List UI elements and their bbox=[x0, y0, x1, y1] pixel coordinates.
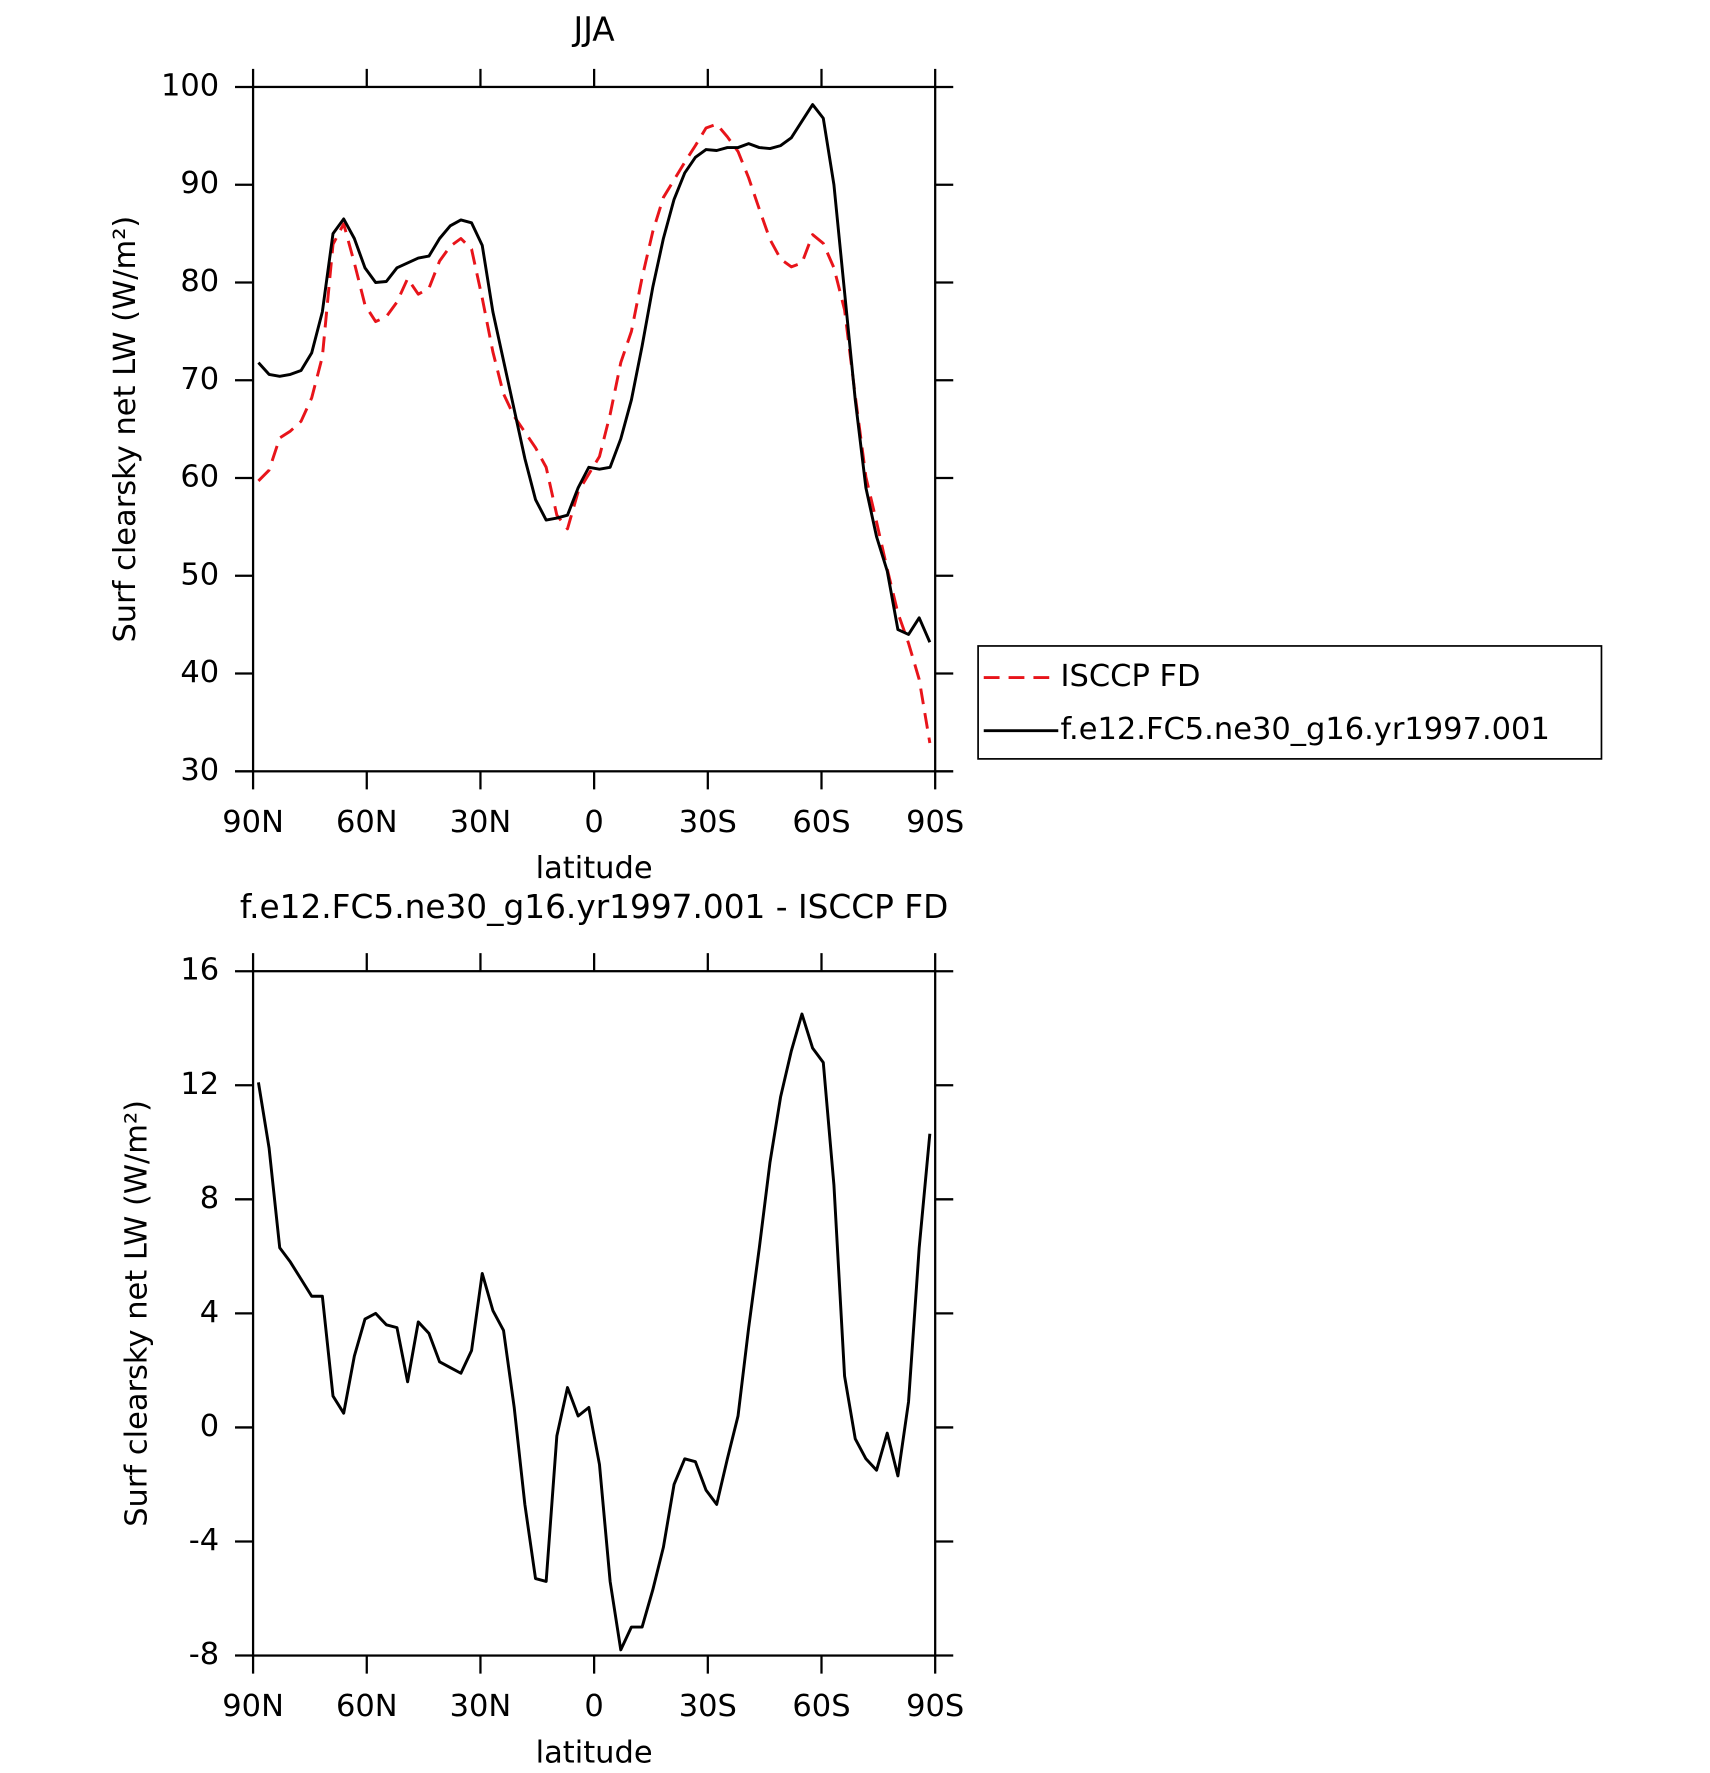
x-tick-label: 30N bbox=[450, 1689, 512, 1724]
legend: ISCCP FD f.e12.FC5.ne30_g16.yr1997.001 bbox=[977, 645, 1603, 760]
y-axis-label: Surf clearsky net LW (W/m²) bbox=[108, 216, 143, 643]
chart-title: JJA bbox=[572, 11, 616, 49]
x-tick-label: 30S bbox=[679, 1689, 737, 1724]
legend-label: ISCCP FD bbox=[1061, 659, 1201, 694]
y-tick-label: -4 bbox=[189, 1523, 219, 1558]
y-tick-label: 100 bbox=[161, 68, 219, 103]
y-tick-label: 40 bbox=[180, 655, 219, 690]
y-tick-label: 70 bbox=[180, 362, 219, 397]
legend-label: f.e12.FC5.ne30_g16.yr1997.001 bbox=[1061, 712, 1550, 747]
y-tick-label: 0 bbox=[200, 1409, 219, 1444]
y-tick-label: 30 bbox=[180, 753, 219, 788]
y-tick-label: 80 bbox=[180, 264, 219, 299]
plot-frame bbox=[251, 970, 937, 1657]
plot-frame bbox=[251, 85, 937, 773]
x-tick-label: 90S bbox=[906, 805, 964, 840]
x-tick-label: 0 bbox=[584, 805, 603, 840]
data-line bbox=[256, 1012, 932, 1652]
x-tick-label: 90N bbox=[222, 805, 284, 840]
y-tick-label: 8 bbox=[200, 1181, 219, 1216]
y-tick-label: 12 bbox=[180, 1067, 219, 1102]
chart-title: f.e12.FC5.ne30_g16.yr1997.001 - ISCCP FD bbox=[240, 888, 948, 926]
y-tick-label: -8 bbox=[189, 1637, 219, 1672]
y-tick-label: 4 bbox=[200, 1295, 219, 1330]
x-tick-label: 90S bbox=[906, 1689, 964, 1724]
y-tick-label: 16 bbox=[180, 953, 219, 988]
x-tick-label: 30N bbox=[450, 805, 512, 840]
x-tick-label: 0 bbox=[584, 1689, 603, 1724]
y-tick-label: 50 bbox=[180, 557, 219, 592]
x-tick-label: 60N bbox=[336, 805, 398, 840]
y-tick-label: 60 bbox=[180, 460, 219, 495]
y-axis-label: Surf clearsky net LW (W/m²) bbox=[119, 1100, 154, 1527]
x-tick-label: 90N bbox=[222, 1689, 284, 1724]
x-tick-label: 30S bbox=[679, 805, 737, 840]
x-tick-label: 60S bbox=[792, 805, 850, 840]
series-line bbox=[257, 103, 932, 643]
x-tick-label: 60S bbox=[792, 1689, 850, 1724]
series-line bbox=[257, 122, 932, 744]
x-tick-label: 60N bbox=[336, 1689, 398, 1724]
x-axis-label: latitude bbox=[536, 851, 653, 886]
y-tick-label: 90 bbox=[180, 166, 219, 201]
legend-box bbox=[977, 645, 1603, 760]
x-axis-label: latitude bbox=[536, 1735, 653, 1770]
